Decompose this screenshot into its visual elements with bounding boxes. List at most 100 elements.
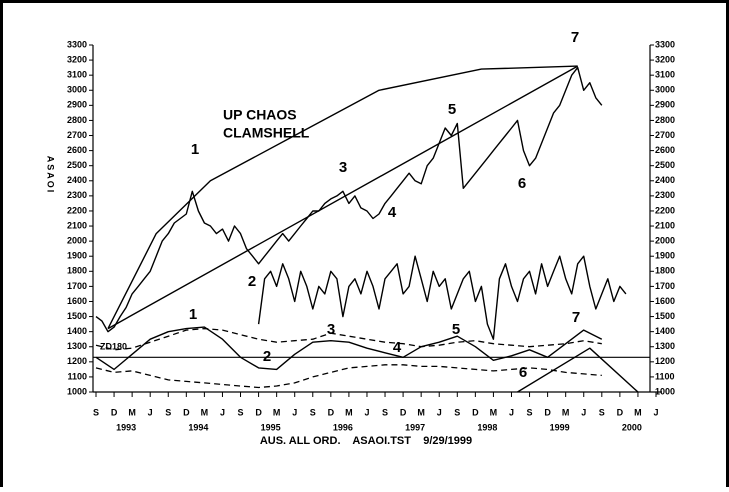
x-tick-label: J bbox=[292, 407, 297, 417]
x-tick-label: M bbox=[273, 407, 281, 417]
y-tick-label: 2200 bbox=[67, 205, 87, 215]
y-axis-label: ASAOI bbox=[46, 156, 56, 195]
y2-tick-label: 1400 bbox=[655, 326, 675, 336]
y2-tick-label: 1800 bbox=[655, 266, 675, 276]
y-tick-label: 3200 bbox=[67, 54, 87, 64]
year-label: 1999 bbox=[550, 422, 570, 432]
y2-tick-label: 2800 bbox=[655, 115, 675, 125]
y2-tick-label: 1700 bbox=[655, 281, 675, 291]
y-tick-label: 1900 bbox=[67, 251, 87, 261]
y-tick-label: 1400 bbox=[67, 326, 87, 336]
year-label: 1995 bbox=[261, 422, 281, 432]
annotation: 4 bbox=[388, 204, 397, 221]
y-tick-label: 2800 bbox=[67, 115, 87, 125]
y2-tick-label: 2900 bbox=[655, 100, 675, 110]
x-tick-label: D bbox=[328, 407, 335, 417]
y-tick-label: 1100 bbox=[67, 371, 87, 381]
annotation: 6 bbox=[518, 175, 526, 192]
annotation: 4 bbox=[393, 339, 402, 356]
annotation: CLAMSHELL bbox=[223, 125, 310, 141]
y-tick-label: 2300 bbox=[67, 190, 87, 200]
year-label: 1996 bbox=[333, 422, 353, 432]
y2-tick-label: 1300 bbox=[655, 341, 675, 351]
x-tick-label: M bbox=[417, 407, 425, 417]
x-tick-label: D bbox=[255, 407, 262, 417]
x-tick-label: D bbox=[400, 407, 407, 417]
x-tick-label: M bbox=[634, 407, 642, 417]
series-line bbox=[257, 255, 627, 340]
y-tick-label: 1000 bbox=[67, 386, 87, 396]
y-tick-label: 2100 bbox=[67, 220, 87, 230]
y-tick-label: 2900 bbox=[67, 100, 87, 110]
y-tick-label: 1600 bbox=[67, 296, 87, 306]
x-tick-label: J bbox=[220, 407, 225, 417]
series-line bbox=[95, 326, 603, 371]
x-tick-label: D bbox=[472, 407, 479, 417]
year-label: 2000 bbox=[622, 422, 642, 432]
x-tick-label: J bbox=[509, 407, 514, 417]
annotation: 7 bbox=[572, 309, 580, 326]
y-tick-label: 1500 bbox=[67, 311, 87, 321]
x-tick-label: D bbox=[183, 407, 190, 417]
x-tick-label: M bbox=[128, 407, 136, 417]
y2-tick-label: 1000 bbox=[655, 386, 675, 396]
y2-tick-label: 1600 bbox=[655, 296, 675, 306]
y2-tick-label: 3200 bbox=[655, 54, 675, 64]
y-tick-label: 3000 bbox=[67, 85, 87, 95]
year-label: 1993 bbox=[116, 422, 136, 432]
y-tick-label: 1800 bbox=[67, 266, 87, 276]
y-tick-label: 3100 bbox=[67, 70, 87, 80]
y-tick-label: 2500 bbox=[67, 160, 87, 170]
x-tick-label: D bbox=[617, 407, 624, 417]
x-tick-label: J bbox=[653, 407, 658, 417]
annotation: 2 bbox=[248, 273, 256, 290]
annotation: 3 bbox=[339, 159, 347, 176]
x-tick-label: M bbox=[490, 407, 498, 417]
y2-tick-label: 1500 bbox=[655, 311, 675, 321]
series-line bbox=[107, 65, 579, 330]
x-tick-label: S bbox=[93, 407, 99, 417]
y2-tick-label: 1100 bbox=[655, 371, 675, 381]
y-tick-label: 1200 bbox=[67, 356, 87, 366]
annotation: 2 bbox=[263, 348, 271, 365]
series-line bbox=[517, 347, 639, 393]
year-label: 1998 bbox=[477, 422, 497, 432]
annotation: 1 bbox=[191, 141, 199, 158]
x-tick-label: M bbox=[562, 407, 570, 417]
x-tick-label: D bbox=[544, 407, 551, 417]
y-tick-label: 1300 bbox=[67, 341, 87, 351]
series-line bbox=[107, 65, 578, 329]
y-tick-label: 2600 bbox=[67, 145, 87, 155]
x-tick-label: S bbox=[165, 407, 171, 417]
annotation: 5 bbox=[452, 321, 460, 338]
y-tick-label: 3300 bbox=[67, 39, 87, 49]
y2-tick-label: 2600 bbox=[655, 145, 675, 155]
x-tick-label: M bbox=[201, 407, 209, 417]
x-tick-label: S bbox=[599, 407, 605, 417]
x-tick-label: J bbox=[581, 407, 586, 417]
x-tick-label: J bbox=[148, 407, 153, 417]
y2-tick-label: 3100 bbox=[655, 70, 675, 80]
y2-tick-label: 1900 bbox=[655, 251, 675, 261]
x-tick-label: S bbox=[527, 407, 533, 417]
x-tick-label: S bbox=[238, 407, 244, 417]
x-tick-label: J bbox=[437, 407, 442, 417]
y2-tick-label: 2200 bbox=[655, 205, 675, 215]
y2-tick-label: 2700 bbox=[655, 130, 675, 140]
x-tick-label: D bbox=[111, 407, 118, 417]
year-label: 1997 bbox=[405, 422, 425, 432]
year-label: 1994 bbox=[188, 422, 208, 432]
y-tick-label: 2700 bbox=[67, 130, 87, 140]
y2-tick-label: 1200 bbox=[655, 356, 675, 366]
x-tick-label: S bbox=[382, 407, 388, 417]
x-tick-label: S bbox=[310, 407, 316, 417]
series-line bbox=[95, 66, 603, 333]
y-tick-label: 2000 bbox=[67, 236, 87, 246]
y2-tick-label: 2300 bbox=[655, 190, 675, 200]
y-tick-label: 1700 bbox=[67, 281, 87, 291]
annotation: ZD180 bbox=[100, 341, 127, 351]
x-tick-label: M bbox=[345, 407, 353, 417]
x-tick-label: S bbox=[454, 407, 460, 417]
footer: AUS. ALL ORD. ASAOI.TST 9/29/1999 bbox=[260, 435, 472, 447]
